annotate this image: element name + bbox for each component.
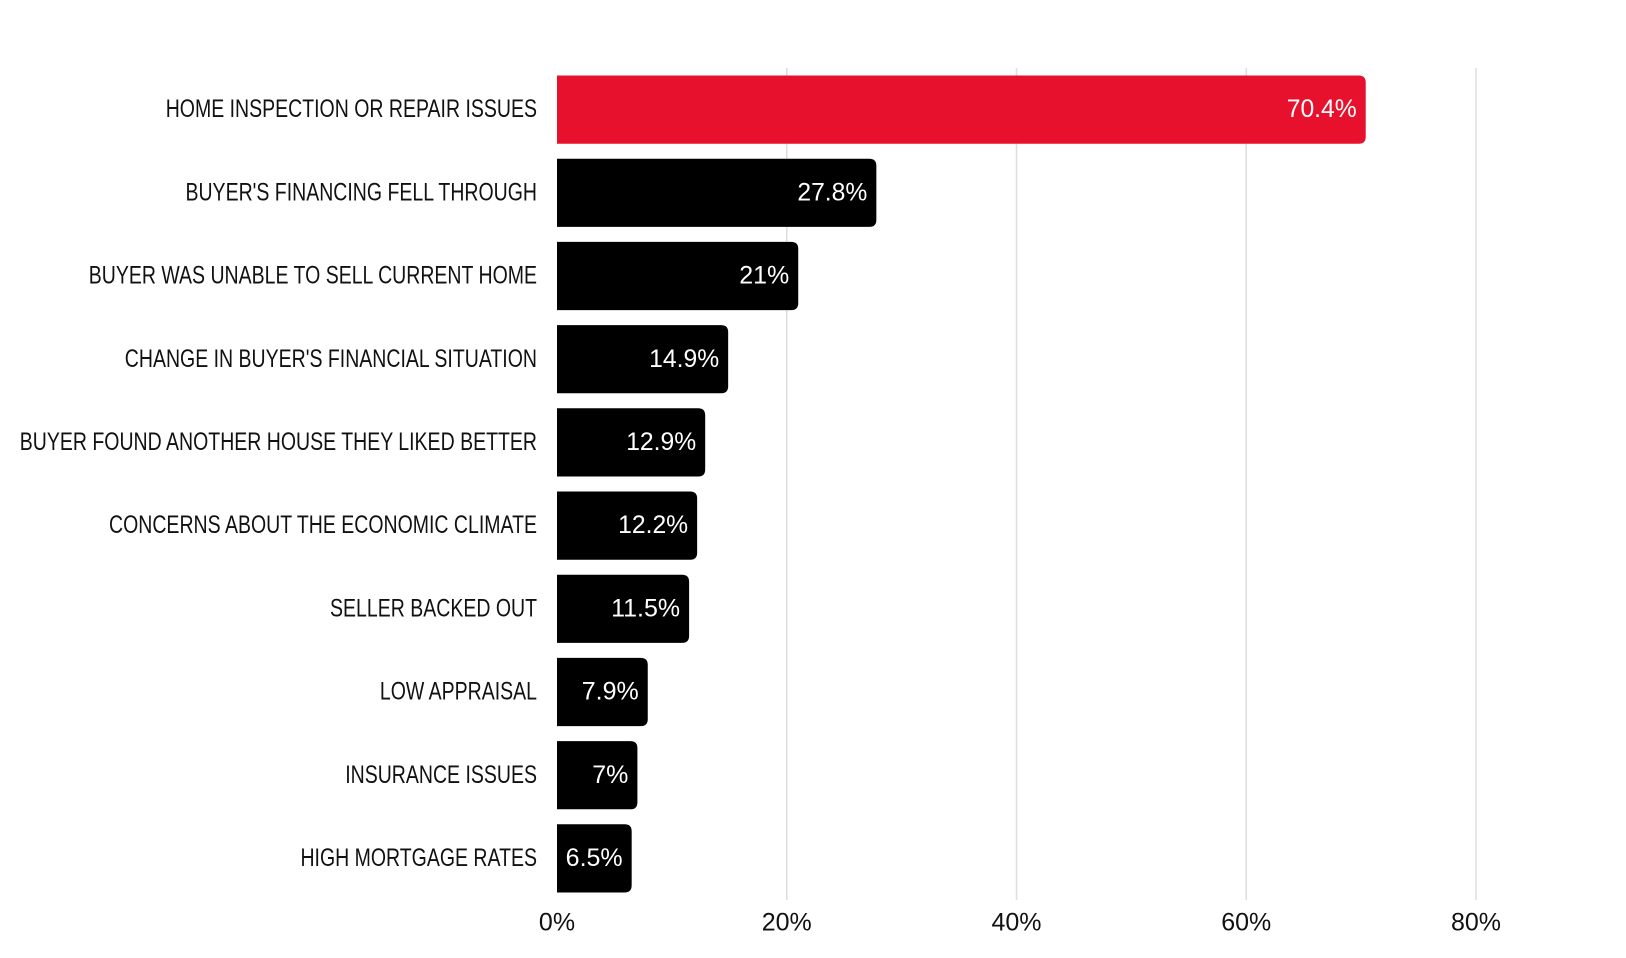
bar bbox=[557, 491, 698, 560]
value-label: 7% bbox=[592, 761, 628, 789]
x-tick-label: 60% bbox=[1221, 909, 1271, 937]
category-label: CONCERNS ABOUT THE ECONOMIC CLIMATE bbox=[109, 511, 537, 539]
bar bbox=[557, 408, 706, 477]
category-label: HIGH MORTGAGE RATES bbox=[300, 844, 537, 872]
bar bbox=[557, 75, 1366, 144]
category-label: INSURANCE ISSUES bbox=[345, 761, 537, 789]
value-label: 27.8% bbox=[797, 178, 867, 206]
value-label: 70.4% bbox=[1287, 95, 1357, 123]
category-label: CHANGE IN BUYER'S FINANCIAL SITUATION bbox=[125, 345, 537, 373]
bar bbox=[557, 241, 799, 311]
value-label: 14.9% bbox=[649, 345, 719, 373]
value-label: 12.2% bbox=[618, 511, 688, 539]
bar bbox=[557, 741, 638, 810]
value-label: 12.9% bbox=[626, 428, 696, 456]
value-label: 11.5% bbox=[611, 594, 680, 622]
category-label: SELLER BACKED OUT bbox=[330, 594, 537, 622]
category-label: BUYER'S FINANCING FELL THROUGH bbox=[185, 178, 537, 206]
category-label: BUYER FOUND ANOTHER HOUSE THEY LIKED BET… bbox=[20, 428, 537, 456]
bar bbox=[557, 158, 877, 227]
bar bbox=[557, 574, 690, 643]
bar bbox=[557, 657, 648, 727]
x-tick-label: 20% bbox=[762, 909, 812, 937]
value-label: 6.5% bbox=[566, 844, 623, 872]
category-label: LOW APPRAISAL bbox=[380, 678, 537, 706]
value-label: 21% bbox=[739, 262, 789, 290]
bar bbox=[557, 325, 729, 394]
bar bbox=[557, 824, 632, 893]
x-tick-label: 80% bbox=[1451, 909, 1501, 937]
x-tick-label: 0% bbox=[539, 909, 575, 937]
category-label: HOME INSPECTION OR REPAIR ISSUES bbox=[166, 95, 537, 123]
category-label: BUYER WAS UNABLE TO SELL CURRENT HOME bbox=[89, 262, 537, 290]
x-tick-label: 40% bbox=[991, 909, 1041, 937]
value-label: 7.9% bbox=[582, 678, 639, 706]
